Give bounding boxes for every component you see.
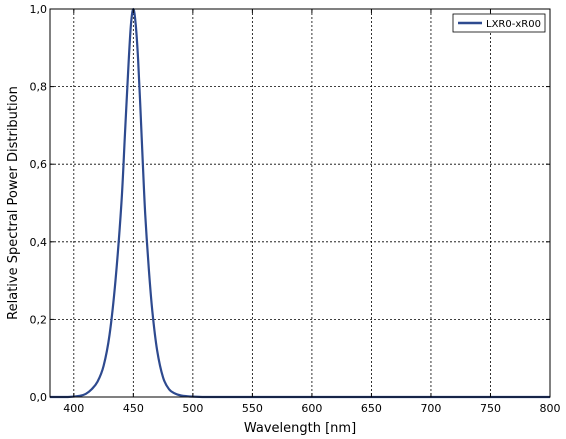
- x-tick-label-3: 550: [242, 402, 263, 415]
- x-tick-label-6: 700: [420, 402, 441, 415]
- legend: LXR0-xR00: [452, 13, 546, 33]
- series-layer: [50, 7, 550, 399]
- y-tick-label-4: 0,8: [30, 81, 48, 94]
- x-tick-label-7: 750: [480, 402, 501, 415]
- y-tick-label-5: 1,0: [30, 3, 48, 16]
- y-tick-label-3: 0,6: [30, 158, 48, 171]
- x-tick-label-8: 800: [540, 402, 561, 415]
- x-tick-label-1: 450: [123, 402, 144, 415]
- y-axis-label: Relative Spectral Power Distribution: [6, 86, 21, 320]
- legend-box: [452, 13, 546, 33]
- legend-label-lxr0-xr00: LXR0-xR00: [486, 19, 541, 30]
- x-tick-label-2: 500: [182, 402, 203, 415]
- x-tick-label-5: 650: [361, 402, 382, 415]
- x-tick-label-0: 400: [63, 402, 84, 415]
- x-axis-label: Wavelength [nm]: [244, 421, 356, 436]
- ticks: 400 450 500 550 600 650 700 750 800 0,0 0,2 0,4 0,6 0…: [30, 3, 561, 415]
- series-line-0: [50, 7, 550, 399]
- x-tick-label-4: 600: [301, 402, 322, 415]
- y-tick-label-2: 0,4: [30, 236, 48, 249]
- y-tick-label-0: 0,0: [30, 391, 48, 404]
- plot-frame: [49, 8, 551, 398]
- grid: [50, 8, 551, 398]
- y-tick-label-1: 0,2: [30, 313, 48, 326]
